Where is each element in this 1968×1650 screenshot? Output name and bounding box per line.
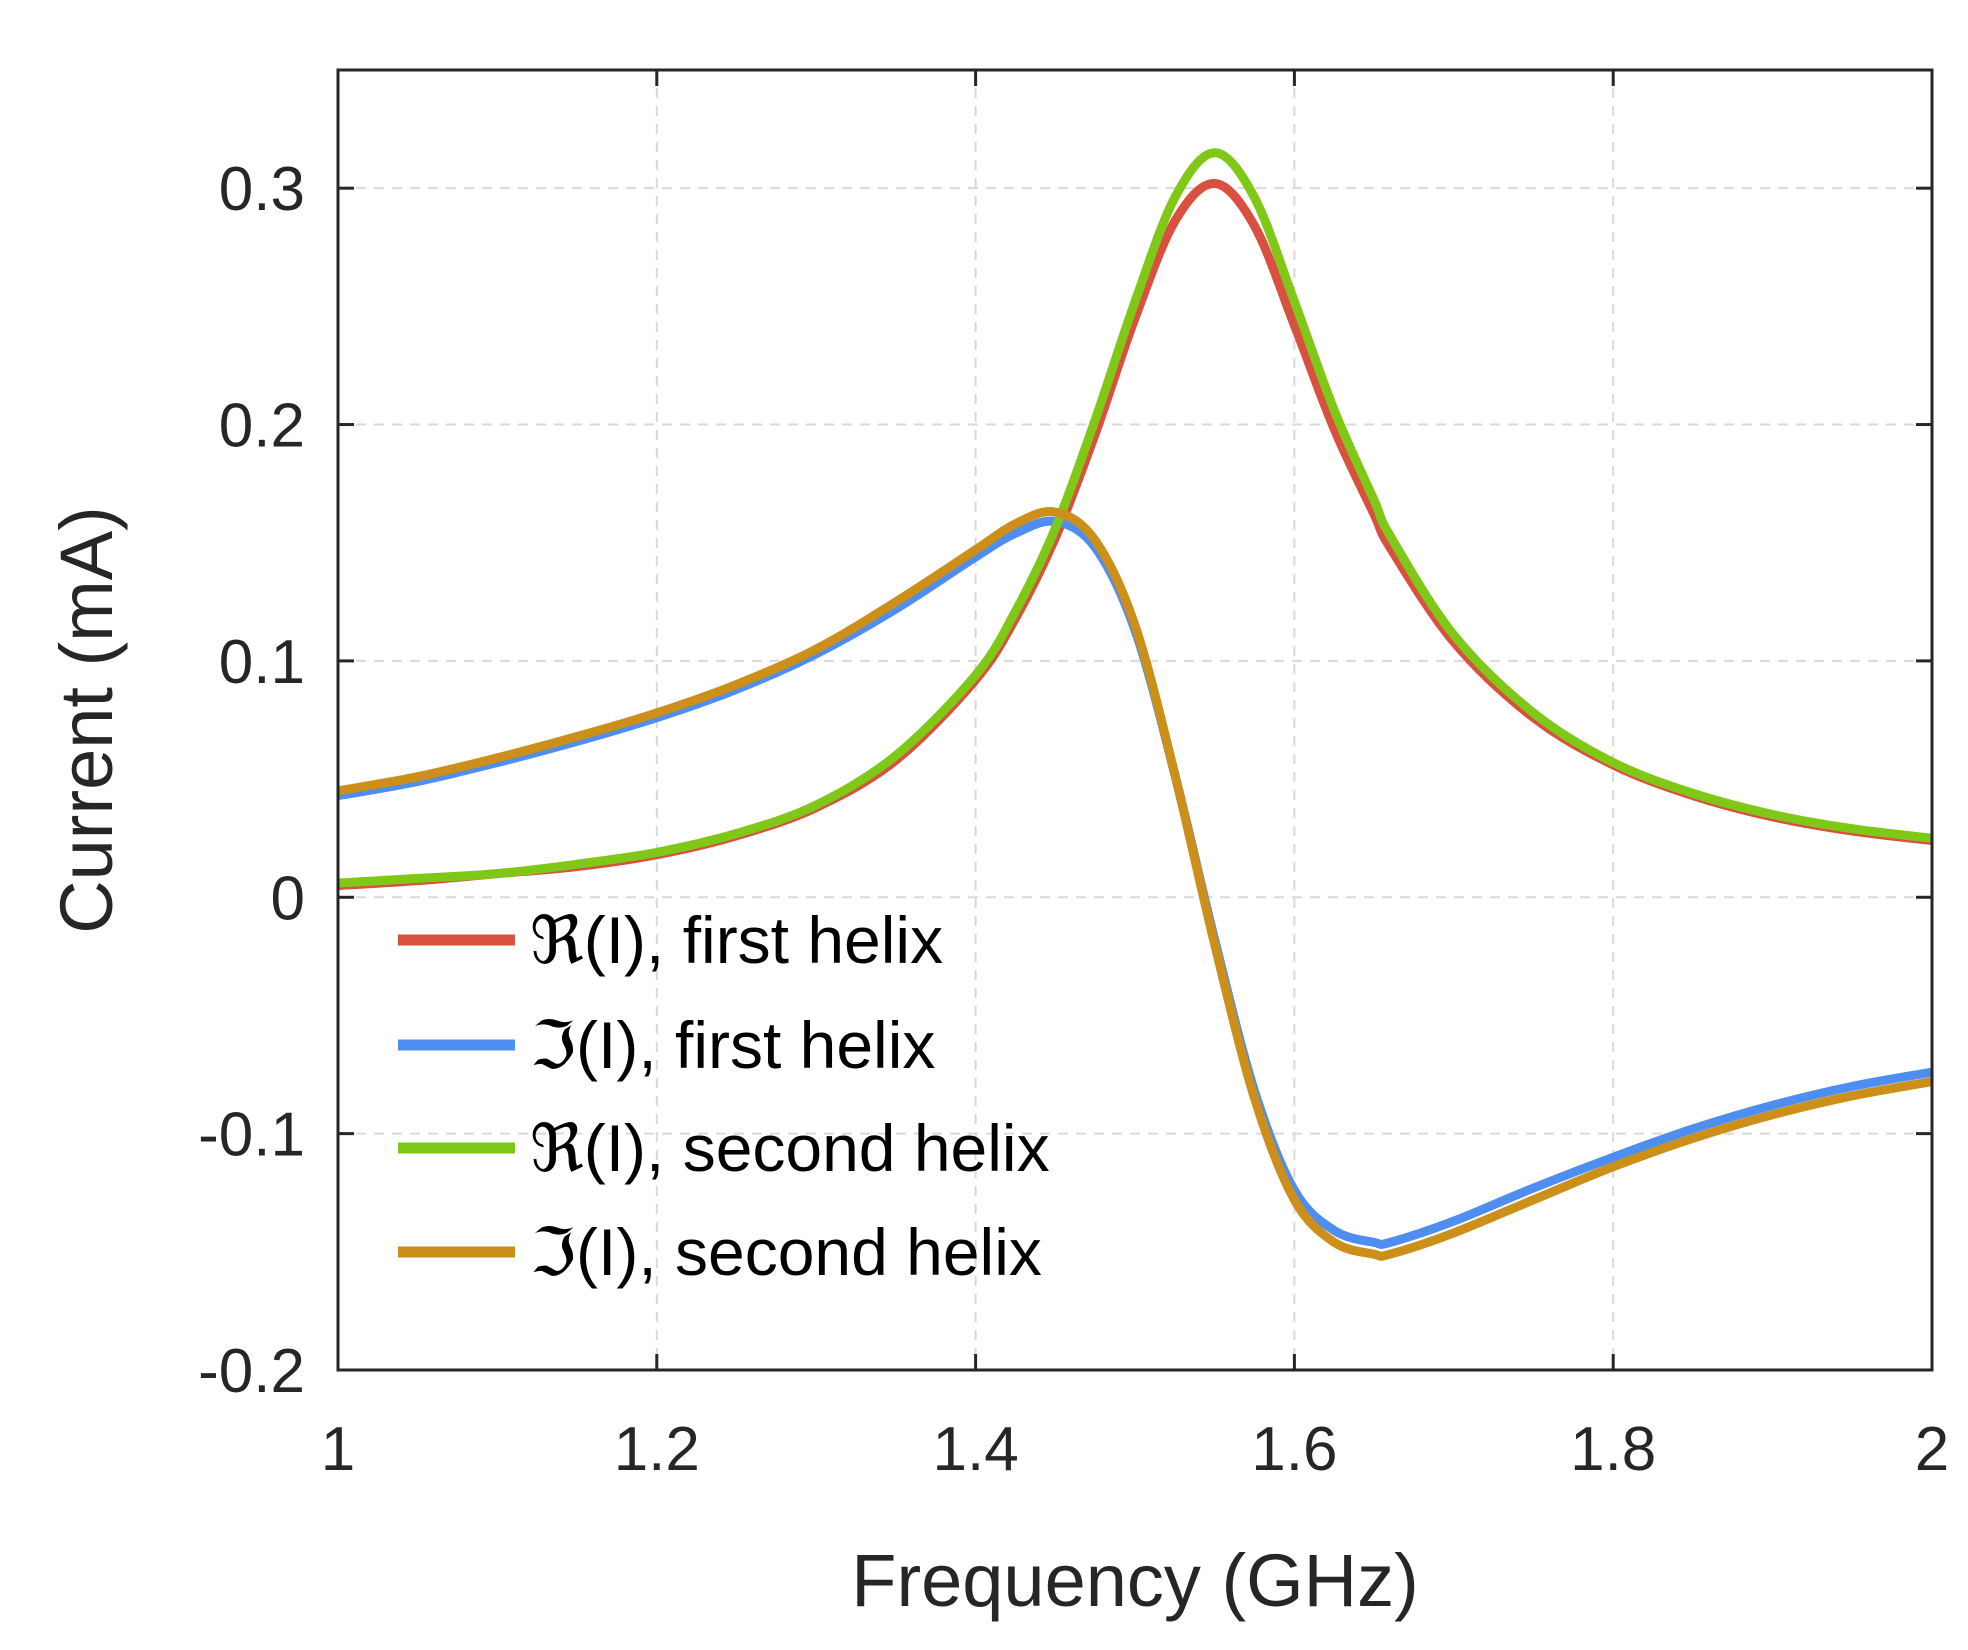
legend-label: ℑ(I), first helix xyxy=(530,1008,935,1082)
y-tick-label: 0 xyxy=(271,864,305,933)
legend-item-imag-second-helix: ℑ(I), second helix xyxy=(398,1215,1042,1289)
series-line-imag-second-helix xyxy=(337,506,1933,1261)
x-tick-label: 1.4 xyxy=(932,1415,1018,1484)
legend-item-real-second-helix: ℜ(I), second helix xyxy=(398,1111,1050,1185)
x-axis-title: Frequency (GHz) xyxy=(851,1539,1418,1622)
series-line-real-second-helix xyxy=(337,148,1933,888)
x-tick-label: 1.2 xyxy=(614,1415,700,1484)
series-layer xyxy=(337,148,1933,1261)
x-tick-label: 1.8 xyxy=(1570,1415,1656,1484)
legend-label: ℑ(I), second helix xyxy=(530,1215,1042,1289)
x-tick-label: 1.6 xyxy=(1251,1415,1337,1484)
y-axis-title: Current (mA) xyxy=(45,506,128,934)
legend-label: ℜ(I), second helix xyxy=(530,1111,1050,1185)
x-tick-labels: 1 1.2 1.4 1.6 1.8 2 xyxy=(321,1415,1949,1484)
grid xyxy=(338,70,1932,1370)
axis-ticks xyxy=(336,70,1934,1372)
legend: ℜ(I), first helix ℑ(I), first helix ℜ(I), … xyxy=(398,903,1050,1289)
y-tick-label: 0.3 xyxy=(219,155,305,224)
y-tick-label: -0.1 xyxy=(198,1101,305,1170)
legend-item-imag-first-helix: ℑ(I), first helix xyxy=(398,1008,935,1082)
y-tick-label: 0.2 xyxy=(219,392,305,461)
x-tick-label: 1 xyxy=(321,1415,355,1484)
y-tick-label: 0.1 xyxy=(219,628,305,697)
y-tick-label: -0.2 xyxy=(198,1337,305,1406)
legend-label: ℜ(I), first helix xyxy=(530,903,943,977)
plot-area-frame xyxy=(336,68,1934,1372)
legend-item-real-first-helix: ℜ(I), first helix xyxy=(398,903,943,977)
x-tick-label: 2 xyxy=(1915,1415,1949,1484)
y-tick-labels: -0.2 -0.1 0 0.1 0.2 0.3 xyxy=(198,155,305,1406)
